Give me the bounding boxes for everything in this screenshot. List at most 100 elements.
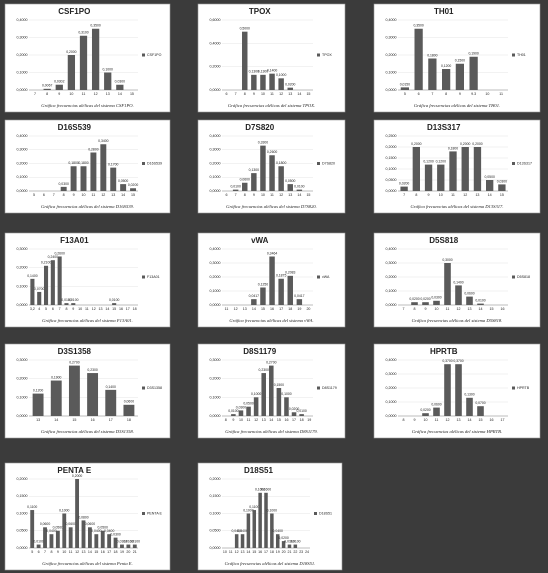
value-label: 0,0400	[104, 529, 114, 533]
value-label: 0,0400	[273, 529, 283, 533]
bar	[43, 265, 49, 305]
y-tick-label: 0,2000	[210, 275, 221, 279]
y-tick-label: 0,4000	[386, 18, 397, 22]
y-tick-label: 0,0000	[17, 88, 28, 92]
x-tick-label: 12	[92, 307, 96, 311]
bar	[80, 166, 87, 191]
panel	[4, 119, 171, 214]
bar	[68, 527, 73, 548]
y-tick-label: 0,1500	[17, 494, 28, 498]
y-tick-label: 0,0500	[386, 178, 397, 182]
y-tick-label: 0,0000	[17, 414, 28, 418]
bar	[433, 300, 440, 305]
panel	[4, 232, 171, 328]
caption: Gráfica frecuencias alélicas del sistema…	[411, 204, 504, 209]
x-tick-label: 11	[435, 418, 439, 422]
y-tick-label: 0,1000	[210, 289, 221, 293]
bar	[30, 278, 35, 305]
y-tick-label: 0,0000	[210, 546, 221, 550]
x-tick-label: 7	[431, 92, 433, 96]
x-tick-label: 15	[306, 92, 310, 96]
bar	[113, 537, 118, 548]
legend-swatch	[317, 53, 320, 57]
bar	[428, 58, 437, 90]
value-label: 0,2700	[266, 360, 276, 364]
value-label: 0,1400	[267, 69, 277, 73]
value-label: 0,1200	[423, 159, 433, 163]
caption: Gráfica frecuencias alélicas del sistema…	[41, 204, 134, 209]
x-tick-label: 17	[126, 307, 130, 311]
value-label: 0,0200	[399, 181, 409, 185]
value-label: 0,0100	[296, 409, 306, 413]
y-tick-label: 0,2000	[210, 377, 221, 381]
chart-title: D13S317	[427, 123, 461, 132]
x-tick-label: 13	[241, 550, 245, 554]
x-tick-label: 8	[50, 550, 52, 554]
x-tick-label: 8	[225, 418, 227, 422]
y-tick-label: 0,2000	[17, 161, 28, 165]
y-tick-label: 0,0000	[386, 303, 397, 307]
value-label: 0,1000	[281, 392, 291, 396]
bar	[79, 35, 88, 90]
bar	[36, 544, 41, 548]
x-tick-label: 10	[261, 92, 265, 96]
x-tick-label: 8	[244, 193, 246, 197]
value-label: 0,1800	[427, 53, 437, 57]
value-label: 0,0100	[68, 298, 78, 302]
x-tick-label: 16	[91, 418, 95, 422]
bar	[87, 373, 99, 416]
x-tick-label: 6	[52, 307, 54, 311]
bar	[400, 87, 409, 90]
value-label: 0,0500	[98, 526, 108, 530]
value-label: 0,3300	[258, 141, 268, 145]
value-label: 0,0200	[278, 536, 288, 540]
bar	[264, 492, 268, 548]
value-label: 0,2300	[87, 368, 97, 372]
x-tick-label: 9	[459, 92, 461, 96]
panel	[197, 462, 343, 571]
value-label: 0,1000	[243, 508, 253, 512]
bar	[477, 406, 484, 416]
x-tick-label: 15	[479, 418, 483, 422]
value-label: 0,0100	[109, 298, 119, 302]
value-label: 0,0300	[115, 80, 125, 84]
x-tick-label: 10	[439, 193, 443, 197]
value-label: 0,0400	[231, 529, 241, 533]
x-tick-label: 13	[243, 307, 247, 311]
bar	[91, 28, 100, 90]
x-tick-label: 12	[279, 193, 283, 197]
x-tick-label: 18	[133, 307, 137, 311]
bar	[258, 492, 262, 548]
y-tick-label: 0,1000	[386, 70, 397, 74]
value-label: 0,1800	[448, 146, 458, 150]
value-label: 0,1000	[267, 508, 277, 512]
y-tick-label: 0,3000	[17, 35, 28, 39]
x-tick-label: 12	[463, 193, 467, 197]
value-label: 0,2300	[259, 368, 269, 372]
value-label: 0,2600	[267, 150, 277, 154]
value-label: 0,0200	[420, 408, 430, 412]
x-tick-label: 12	[254, 418, 258, 422]
y-tick-label: 0,2000	[17, 477, 28, 481]
bar	[424, 164, 433, 191]
bar	[232, 189, 239, 191]
x-tick-label: 11	[451, 193, 455, 197]
value-label: 0,2700	[69, 360, 79, 364]
bar	[422, 302, 429, 305]
caption: Gráfica frecuencias alélicas del sistema…	[42, 318, 133, 323]
bar	[100, 530, 105, 548]
bar	[261, 373, 266, 416]
y-tick-label: 0,1000	[386, 167, 397, 171]
legend-label: D3S1358	[147, 386, 162, 390]
x-tick-label: 15	[72, 418, 76, 422]
x-tick-label: 14	[105, 307, 109, 311]
y-tick-label: 0,6000	[210, 18, 221, 22]
bar	[455, 285, 462, 305]
bar	[414, 28, 423, 90]
bar	[132, 544, 137, 548]
legend-swatch	[142, 512, 145, 515]
x-tick-label: 8	[403, 418, 405, 422]
x-tick-label: 18	[288, 307, 292, 311]
x-tick-label: 5	[45, 307, 47, 311]
x-tick-label: 16	[490, 418, 494, 422]
